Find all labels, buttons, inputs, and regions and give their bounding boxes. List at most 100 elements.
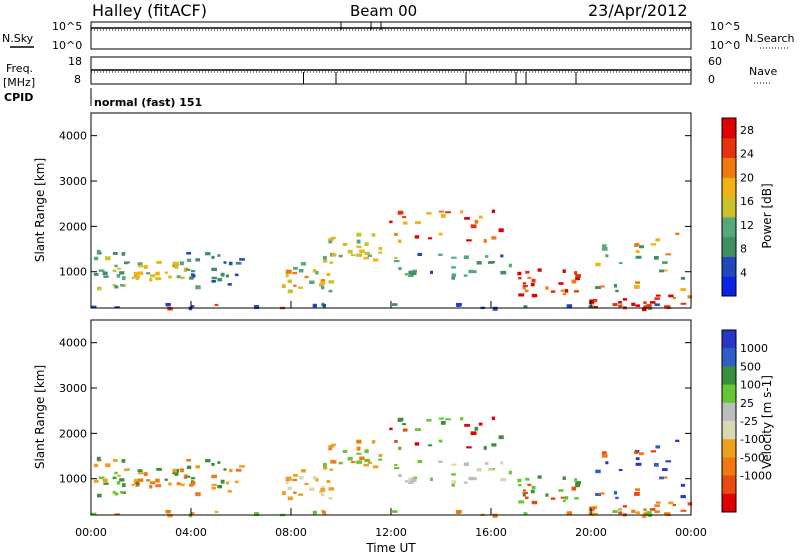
power-cell bbox=[220, 272, 225, 277]
velocity-cell bbox=[491, 416, 496, 421]
power-cell bbox=[391, 303, 398, 306]
velocity-cell bbox=[464, 424, 470, 427]
velocity-cell bbox=[522, 493, 526, 497]
velocity-cell bbox=[356, 439, 362, 444]
velocity-cell bbox=[391, 510, 398, 513]
power-cell bbox=[205, 252, 211, 256]
power-cell bbox=[655, 294, 661, 297]
nave-label: Nave bbox=[749, 65, 777, 78]
velocity-cell bbox=[168, 482, 172, 486]
power-cell bbox=[122, 276, 126, 281]
power-cell bbox=[326, 272, 331, 276]
velocity-cell bbox=[574, 497, 579, 500]
power-cell bbox=[364, 251, 371, 255]
power-cell bbox=[168, 275, 172, 279]
velocity-cell bbox=[601, 454, 608, 458]
velocity-cell bbox=[411, 478, 417, 483]
y-tick-label: 3000 bbox=[59, 175, 87, 188]
power-cell bbox=[635, 250, 640, 254]
velocity-cell bbox=[638, 452, 644, 456]
velocity-cell bbox=[524, 496, 529, 500]
power-cell bbox=[599, 285, 605, 288]
power-cell bbox=[415, 221, 421, 225]
power-cell bbox=[662, 261, 668, 265]
power-cell bbox=[601, 244, 607, 247]
power-cell bbox=[378, 251, 383, 254]
velocity-cell bbox=[112, 458, 118, 462]
power-cell bbox=[500, 254, 504, 258]
power-cell bbox=[356, 239, 361, 244]
velocity-cell bbox=[137, 472, 144, 475]
power-colorbar-tick: 24 bbox=[740, 148, 754, 161]
velocity-cell bbox=[191, 477, 196, 480]
x-tick-label: 00:00 bbox=[75, 526, 107, 539]
power-colorbar-swatch bbox=[722, 256, 736, 277]
x-tick-label: 20:00 bbox=[575, 526, 607, 539]
velocity-cell bbox=[622, 505, 628, 508]
power-cell bbox=[96, 249, 101, 254]
velocity-cell bbox=[309, 487, 315, 491]
date-label: 23/Apr/2012 bbox=[588, 1, 688, 20]
power-cell bbox=[574, 290, 579, 293]
velocity-colorbar-swatch bbox=[722, 402, 736, 422]
power-cell bbox=[191, 270, 196, 273]
velocity-cell bbox=[653, 462, 659, 467]
velocity-cell bbox=[463, 462, 469, 467]
velocity-cell bbox=[220, 479, 225, 484]
power-cell bbox=[227, 283, 232, 286]
velocity-cell bbox=[234, 480, 239, 484]
x-tick-label: 12:00 bbox=[375, 526, 407, 539]
power-cell bbox=[522, 286, 526, 290]
velocity-cell bbox=[342, 449, 348, 453]
power-cell bbox=[116, 274, 121, 278]
power-cell bbox=[356, 253, 363, 257]
power-cell bbox=[595, 286, 602, 289]
power-cell bbox=[517, 271, 522, 276]
power-cell bbox=[476, 261, 482, 265]
power-cell bbox=[155, 277, 162, 281]
nsearch-tick-top: 10^5 bbox=[710, 20, 740, 33]
power-cell bbox=[560, 289, 566, 292]
power-cell bbox=[114, 264, 118, 268]
power-cell bbox=[661, 269, 668, 272]
power-cell bbox=[562, 292, 566, 296]
power-cell bbox=[470, 224, 477, 229]
velocity-cell bbox=[285, 481, 289, 485]
velocity-cell bbox=[531, 485, 536, 490]
power-cell bbox=[363, 256, 370, 260]
velocity-cell bbox=[523, 512, 528, 515]
velocity-cell bbox=[223, 468, 227, 471]
power-cell bbox=[491, 209, 496, 214]
power-cell bbox=[293, 284, 297, 287]
velocity-cell bbox=[338, 461, 343, 465]
velocity-cell bbox=[426, 419, 432, 422]
power-cell bbox=[438, 210, 444, 213]
power-cell bbox=[613, 284, 618, 288]
velocity-cell bbox=[114, 513, 120, 516]
velocity-cell bbox=[664, 512, 671, 516]
power-cell bbox=[320, 285, 325, 290]
velocity-cell bbox=[235, 468, 242, 472]
velocity-cell bbox=[293, 491, 297, 494]
nsky-tick-top: 10^5 bbox=[52, 20, 82, 33]
velocity-colorbar-tick: 100 bbox=[740, 379, 761, 392]
velocity-cell bbox=[91, 512, 97, 516]
velocity-cell bbox=[155, 484, 162, 488]
y-tick-label: 1000 bbox=[59, 473, 87, 486]
velocity-cell bbox=[451, 463, 457, 466]
power-cell bbox=[664, 305, 671, 309]
velocity-cell bbox=[183, 476, 187, 479]
velocity-cell bbox=[398, 474, 402, 478]
velocity-cell bbox=[438, 460, 443, 463]
power-cell bbox=[133, 271, 139, 276]
power-cell bbox=[189, 276, 194, 280]
power-cell bbox=[558, 282, 564, 285]
power-cell bbox=[293, 266, 298, 270]
power-cell bbox=[117, 267, 121, 270]
velocity-cell bbox=[356, 460, 363, 464]
power-cell bbox=[217, 277, 223, 282]
power-cell bbox=[451, 273, 457, 277]
power-cell bbox=[315, 270, 319, 275]
power-cell bbox=[394, 232, 398, 236]
velocity-cell bbox=[183, 474, 188, 478]
